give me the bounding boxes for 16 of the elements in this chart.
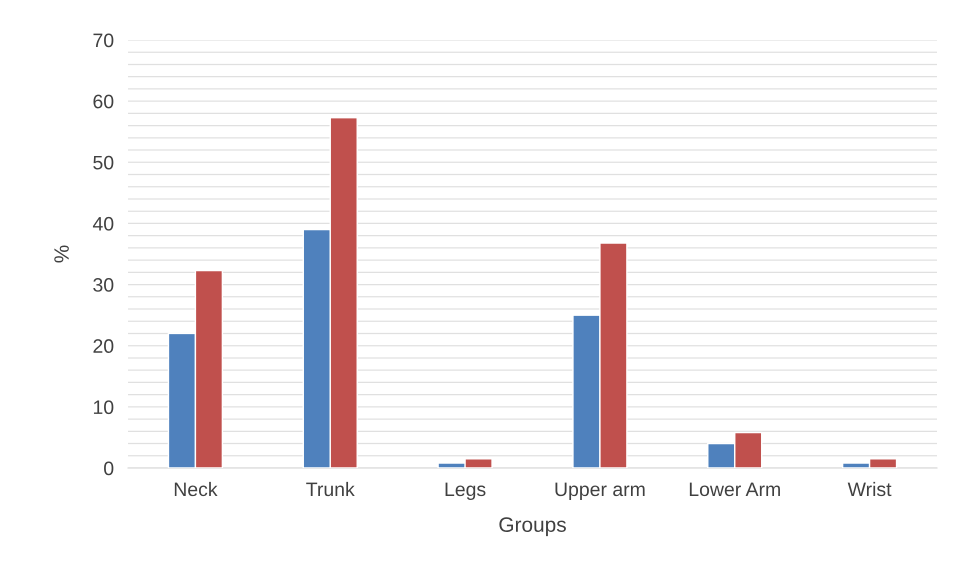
y-tick-label: 0 — [104, 461, 114, 476]
y-tick-label: 50 — [93, 156, 114, 170]
y-tick-label: 10 — [94, 400, 114, 414]
y-axis-title: % — [54, 245, 69, 263]
y-tick-label: 40 — [92, 216, 114, 231]
x-tick-label: Wrist — [848, 482, 892, 496]
y-tick-label: 60 — [93, 94, 114, 108]
x-tick-label: Upper arm — [555, 482, 645, 500]
x-axis-title: Groups — [499, 517, 566, 536]
x-tick-label: Trunk — [306, 482, 355, 496]
y-tick-label: 70 — [93, 33, 114, 48]
y-tick-label: 30 — [93, 278, 114, 292]
y-tick-label: 20 — [93, 339, 114, 353]
x-tick-label: Legs — [446, 482, 486, 500]
x-tick-label: Lower Arm — [690, 482, 780, 496]
x-tick-label: Neck — [174, 482, 218, 496]
